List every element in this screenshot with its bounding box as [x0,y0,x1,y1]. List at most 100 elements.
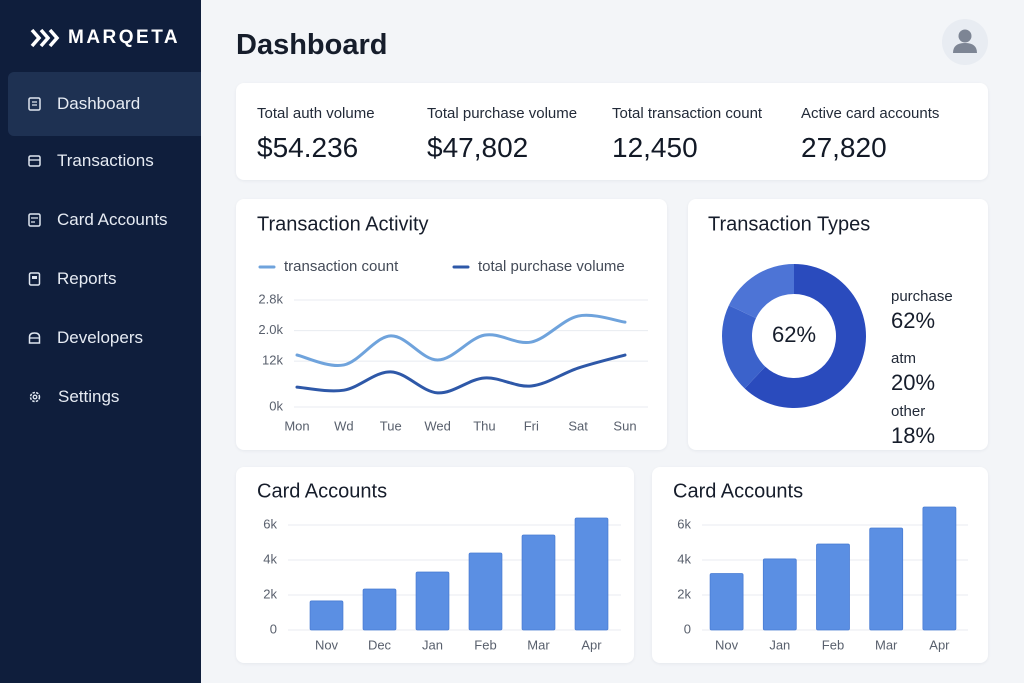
bar [709,573,744,631]
x-tick-label: Wd [334,418,354,433]
y-tick-label: 2.0k [258,322,283,337]
kpi-label: Total transaction count [612,105,763,122]
line-chart: Transaction Activity 0k 12k 2.0k 2.8k Mon Wd Tu… [257,213,648,433]
y-tick-label: 0 [270,621,277,636]
nav-item[interactable]: Dashboard [8,72,201,136]
bar [816,543,850,631]
kpi-label: Total purchase volume [427,105,578,122]
kpi-value: 27,820 [801,132,887,163]
bar [309,600,344,631]
kpi: Active card accounts 27,820 [801,105,939,164]
donut-center-label: 62% [772,322,816,347]
legend-label: total purchase volume [478,258,625,275]
nav-item[interactable]: Settings [8,367,201,426]
nav-label: Reports [57,268,117,288]
logo-mark [30,28,60,48]
x-tick-label: Thu [473,418,495,433]
legend-label: purchase [891,288,953,305]
bar [869,527,904,631]
bar [574,517,609,631]
nav-label: Transactions [57,150,154,170]
nav-item[interactable]: Developers [8,308,201,367]
kpi: Total auth volume $54.236 [257,105,375,164]
y-tick-label: 2.8k [258,291,283,306]
x-tick-label: Dec [368,637,392,652]
x-tick-label: Jan [422,637,443,652]
kpi-label: Total auth volume [257,105,375,122]
donut-segment [728,264,794,319]
nav-label: Dashboard [57,94,141,113]
y-tick-label: 6k [677,516,691,531]
x-tick-label: Nov [315,637,339,652]
kpi-value: 12,450 [612,132,698,163]
x-tick-label: Nov [715,637,739,652]
bar-chart: Card Accounts 0 2k 4k 6k Nov Dec Jan Feb Mar Apr [257,480,621,652]
nav-item[interactable]: Card Accounts [8,190,201,249]
line-card: Transaction Activity 0k 12k 2.0k 2.8k Mon Wd Tu… [236,199,667,450]
chart-title: Transaction Types [708,213,870,235]
sidebar: MARQETA Dashboard Transactions Card Acco… [0,0,201,683]
x-tick-label: Mar [875,637,898,652]
avatar[interactable] [942,19,988,65]
bar [415,571,450,631]
legend-label: atm [891,350,916,367]
bar [521,534,556,631]
x-tick-label: Sat [568,418,588,433]
legend-value: 62% [891,308,935,333]
kpi-card: Total auth volume $54.236 Total purchase … [236,83,988,180]
y-tick-label: 2k [677,586,691,601]
donut-card: Transaction Types purchase 62% atm 20% other 1… [688,199,988,450]
donut-segment [722,305,766,389]
x-tick-label: Feb [822,637,844,652]
kpi-value: $54.236 [257,132,359,163]
y-tick-label: 4k [677,551,691,566]
x-tick-label: Sun [613,418,636,433]
donut-chart: Transaction Types purchase 62% atm 20% other 1… [708,213,953,448]
legend-label: other [891,403,925,420]
legend-value: 20% [891,370,935,395]
bar-chart: Card Accounts 0 2k 4k 6k Nov Jan Feb Mar Apr [673,480,968,652]
x-tick-label: Jan [769,637,790,652]
kpi-label: Active card accounts [801,105,940,122]
x-tick-label: Tue [380,418,402,433]
nav-item[interactable]: Reports [8,249,201,308]
y-tick-label: 12k [262,353,283,368]
kpi: Total transaction count 12,450 [612,105,762,164]
x-tick-label: Mon [284,418,309,433]
bar [468,552,503,631]
page-title: Dashboard [236,29,388,61]
kpi-value: $47,802 [427,132,529,163]
bar [762,558,797,631]
nav: Dashboard Transactions Card Accounts Rep… [8,72,201,426]
y-tick-label: 2k [263,586,277,601]
chart-title: Card Accounts [257,480,387,502]
bar-card: Card Accounts 0 2k 4k 6k Nov Jan Feb Mar Apr [652,467,988,663]
nav-label: Developers [57,327,143,347]
chart-title: Card Accounts [673,480,803,502]
nav-item[interactable]: Transactions [8,131,201,190]
x-tick-label: Feb [474,637,496,652]
nav-label: Card Accounts [57,209,168,229]
x-tick-label: Wed [424,418,451,433]
legend-value: 18% [891,423,935,448]
bar-card: Card Accounts 0 2k 4k 6k Nov Dec Jan Feb Mar Apr [236,467,634,663]
line-series [295,313,627,368]
x-tick-label: Mar [527,637,550,652]
nav-label: Settings [58,386,120,406]
chart-title: Transaction Activity [257,213,429,235]
line-series [295,353,627,395]
logo: MARQETA [30,27,180,49]
y-tick-label: 0 [684,621,691,636]
x-tick-label: Apr [581,637,602,652]
kpi: Total purchase volume $47,802 [427,105,577,164]
bar [362,588,397,631]
bar [922,506,957,631]
donut-segment [744,264,866,408]
logo-text: MARQETA [68,27,181,48]
x-tick-label: Fri [524,418,539,433]
y-tick-label: 4k [263,551,277,566]
y-tick-label: 6k [263,516,277,531]
legend-label: transaction count [284,258,399,275]
x-tick-label: Apr [929,637,950,652]
